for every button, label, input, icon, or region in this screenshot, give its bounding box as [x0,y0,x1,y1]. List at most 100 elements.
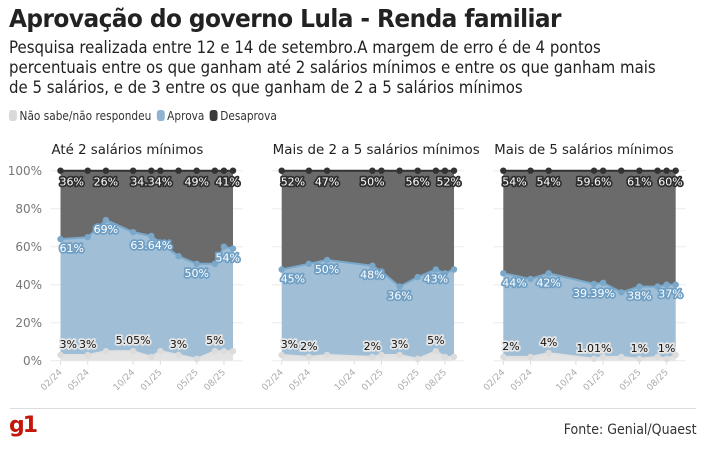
legend-item-nao-sabe[interactable]: Não sabe/não respondeu [9,109,151,123]
x-tick-label: 05/24 [509,368,535,394]
data-label-nao-sabe: 1% [658,342,675,355]
point-desaprova [129,167,137,174]
point-desaprova [84,167,91,174]
point-nao-sabe [545,349,552,357]
data-label-desaprova: 59.6% [577,176,612,189]
point-desaprova [618,167,625,174]
point-aprova [57,235,64,243]
point-desaprova [175,167,182,174]
data-label-desaprova: 50% [360,176,384,189]
point-aprova [378,268,385,275]
data-label-nao-sabe: 1% [631,342,648,355]
point-nao-sabe [278,351,285,359]
data-label-nao-sabe: 3% [281,338,298,351]
x-tick-label: 05/24 [66,368,92,394]
legend: Não sabe/não respondeu Aprova Desaprova [9,109,277,123]
point-desaprova [527,167,534,174]
data-label-aprova: 38% [627,290,651,303]
line-aprova [503,272,676,294]
y-tick-label: 80% [15,202,42,216]
data-label-aprova: 42% [536,276,560,289]
point-aprova [229,245,237,252]
x-tick-label: 05/25 [618,368,643,393]
data-label-aprova: 44% [502,276,526,289]
point-nao-sabe [672,351,679,359]
x-tick-label: 01/25 [360,368,385,393]
data-label-desaprova: 26% [94,176,118,189]
point-aprova [220,243,228,250]
data-label-nao-sabe: 3% [391,338,408,351]
footer-divider [10,408,696,409]
point-aprova [278,266,285,273]
point-nao-sabe [229,348,237,355]
data-label-nao-sabe: 3% [60,338,77,351]
point-aprova [636,283,643,290]
point-nao-sabe [450,353,458,361]
point-desaprova [278,167,285,174]
data-label-desaprova: 61% [627,176,651,189]
chart-title: Aprovação do governo Lula - Renda famili… [9,4,562,33]
legend-label: Aprova [167,109,205,123]
data-label-desaprova: 34.34% [130,176,172,189]
point-desaprova [102,167,110,174]
point-nao-sabe [663,355,670,362]
data-label-desaprova: 52% [281,176,305,189]
area-aprova [503,273,676,359]
point-aprova [84,234,91,241]
line-nao-sabe [281,350,454,360]
panel-3: Mais de 5 salários mínimos 02/24 05/24 10/2… [482,143,686,393]
point-aprova [305,260,313,267]
data-label-aprova: 54% [216,252,240,265]
point-desaprova [500,167,507,174]
point-nao-sabe [57,351,64,359]
x-tick-label: 08/25 [424,368,449,393]
data-label-desaprova: 47% [315,176,339,189]
point-desaprova [545,167,552,174]
point-aprova [500,270,507,277]
area-aprova [60,220,233,359]
point-desaprova [157,167,164,174]
line-nao-sabe [503,352,677,360]
legend-item-desaprova[interactable]: Desaprova [209,109,277,123]
point-nao-sabe [527,353,534,361]
y-tick-label: 20% [15,316,42,330]
x-tick-label: 02/24 [482,368,508,394]
x-tick-label: 01/25 [582,368,607,393]
panel-2: Mais de 2 a 5 salários mínimos 02/24 05/24… [260,143,480,393]
x-tick-label: 05/24 [288,368,314,394]
point-nao-sabe [654,353,661,361]
data-label-nao-sabe: 2% [300,340,317,353]
legend-item-aprova[interactable]: Aprova [156,109,205,123]
data-label-nao-sabe: 5.05% [116,334,151,347]
y-tick-label: 0% [23,354,42,368]
point-aprova [432,266,440,273]
data-label-nao-sabe: 3% [170,338,187,351]
point-desaprova [663,167,670,174]
data-label-desaprova: 56% [405,176,429,189]
point-aprova [590,280,598,288]
legend-swatch [156,110,165,121]
point-aprova [148,232,155,240]
point-aprova [323,256,331,264]
point-aprova [599,279,607,286]
data-label-aprova: 63.64% [130,239,172,252]
point-desaprova [148,167,155,174]
point-desaprova [599,167,607,174]
x-tick-label: 02/24 [39,368,65,394]
point-nao-sabe [175,351,182,359]
point-desaprova [305,167,313,174]
data-label-aprova: 50% [184,267,208,280]
data-label-desaprova: 54% [502,176,526,189]
point-nao-sabe [441,353,449,361]
point-nao-sabe [148,353,155,361]
point-desaprova [654,167,661,174]
point-nao-sabe [414,355,421,362]
point-aprova [157,239,164,247]
point-desaprova [220,167,228,174]
point-aprova [441,270,449,277]
point-nao-sabe [193,355,200,362]
point-desaprova [432,167,440,174]
data-label-aprova: 61% [60,242,84,255]
point-aprova [396,283,403,290]
